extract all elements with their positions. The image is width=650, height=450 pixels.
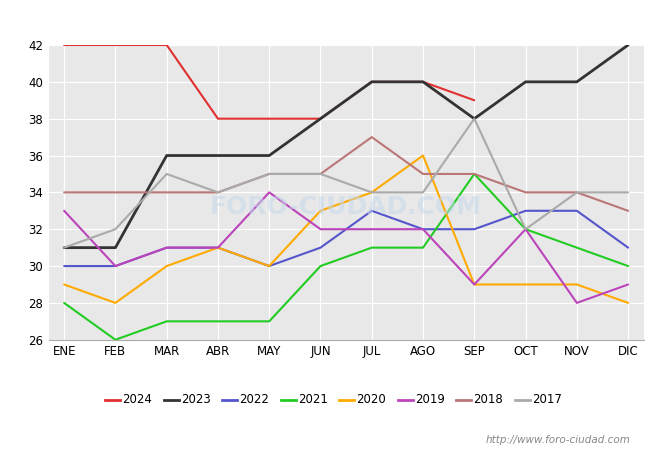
Text: Afiliados en Berge a 30/9/2024: Afiliados en Berge a 30/9/2024 xyxy=(186,10,464,28)
Text: 2018: 2018 xyxy=(473,393,503,406)
Text: 2017: 2017 xyxy=(532,393,562,406)
Text: FORO-CIUDAD.COM: FORO-CIUDAD.COM xyxy=(210,195,482,219)
Text: 2022: 2022 xyxy=(239,393,269,406)
Text: 2023: 2023 xyxy=(181,393,211,406)
Text: 2024: 2024 xyxy=(122,393,152,406)
Text: 2019: 2019 xyxy=(415,393,445,406)
Text: http://www.foro-ciudad.com: http://www.foro-ciudad.com xyxy=(486,435,630,445)
Text: 2020: 2020 xyxy=(356,393,386,406)
Text: 2021: 2021 xyxy=(298,393,328,406)
